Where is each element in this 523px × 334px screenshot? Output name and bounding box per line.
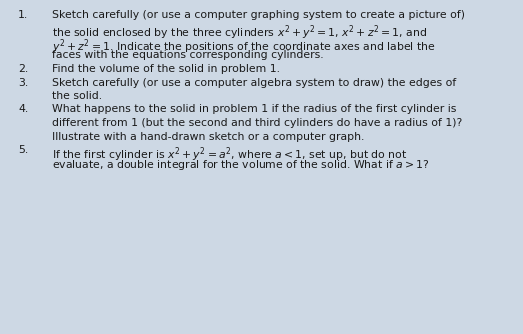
Text: Sketch carefully (or use a computer graphing system to create a picture of): Sketch carefully (or use a computer grap… (52, 10, 465, 20)
Text: Illustrate with a hand-drawn sketch or a computer graph.: Illustrate with a hand-drawn sketch or a… (52, 132, 365, 142)
Text: 1.: 1. (18, 10, 28, 20)
Text: faces with the equations corresponding cylinders.: faces with the equations corresponding c… (52, 50, 324, 60)
Text: $y^2 + z^2 = 1$. Indicate the positions of the coordinate axes and label the: $y^2 + z^2 = 1$. Indicate the positions … (52, 37, 436, 55)
Text: 2.: 2. (18, 64, 28, 74)
Text: evaluate, a double integral for the volume of the solid. What if $a > 1$?: evaluate, a double integral for the volu… (52, 159, 429, 172)
Text: 5.: 5. (18, 145, 28, 155)
Text: different from 1 (but the second and third cylinders do have a radius of 1)?: different from 1 (but the second and thi… (52, 118, 462, 128)
Text: 4.: 4. (18, 105, 28, 115)
Text: Find the volume of the solid in problem 1.: Find the volume of the solid in problem … (52, 64, 280, 74)
Text: the solid enclosed by the three cylinders $x^2 + y^2 = 1$, $x^2 + z^2 = 1$, and: the solid enclosed by the three cylinder… (52, 23, 427, 42)
Text: If the first cylinder is $x^2 + y^2 = a^2$, where $a < 1$, set up, but do not: If the first cylinder is $x^2 + y^2 = a^… (52, 145, 407, 164)
Text: Sketch carefully (or use a computer algebra system to draw) the edges of: Sketch carefully (or use a computer alge… (52, 77, 456, 88)
Text: What happens to the solid in problem 1 if the radius of the first cylinder is: What happens to the solid in problem 1 i… (52, 105, 457, 115)
Text: the solid.: the solid. (52, 91, 102, 101)
Text: 3.: 3. (18, 77, 28, 88)
